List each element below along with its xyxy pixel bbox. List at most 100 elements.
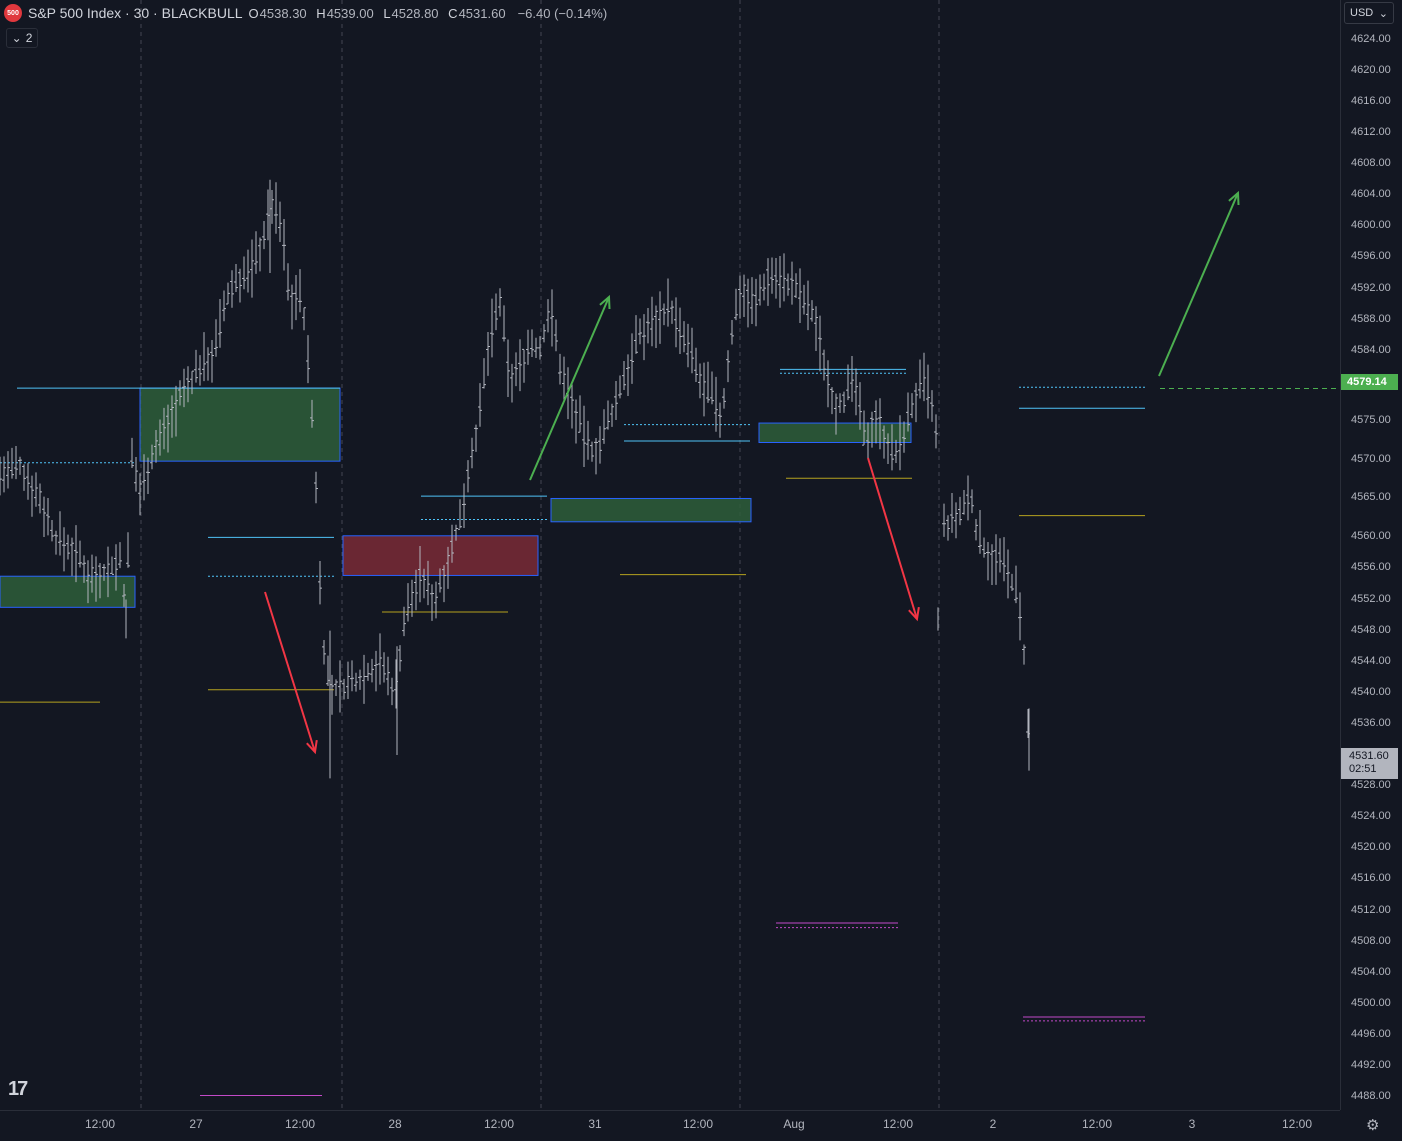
ohlc-bar	[174, 385, 178, 437]
ohlc-bar	[398, 645, 402, 672]
ohlc-bar	[46, 497, 50, 536]
ohlc-bar	[370, 658, 374, 683]
chart-plot-area[interactable]	[0, 0, 1340, 1110]
ohlc-bar	[882, 425, 886, 459]
ohlc-bar	[306, 335, 310, 384]
ohlc-bar	[806, 280, 810, 331]
ohlc-bar	[902, 421, 906, 453]
ohlc-bar	[298, 269, 302, 313]
ohlc-bar	[334, 679, 338, 697]
ohlc-bar	[426, 560, 430, 606]
ohlc-bar	[350, 660, 354, 692]
ohlc-bar	[18, 456, 22, 475]
ohlc-bar	[994, 534, 998, 585]
ohlc-bar	[658, 291, 662, 344]
down-arrow-head	[306, 739, 318, 755]
ohlc-bar	[746, 278, 750, 328]
ohlc-bar	[1010, 573, 1014, 591]
ohlc-bar	[1022, 644, 1026, 665]
price-tick: 4552.00	[1351, 592, 1391, 605]
demand-zone	[550, 497, 752, 523]
ohlc-bar	[518, 339, 522, 392]
ohlc-bar	[554, 319, 558, 352]
time-tick: 12:00	[682, 1117, 714, 1131]
up-arrow	[529, 296, 610, 481]
ohlc-bar	[1014, 565, 1018, 604]
price-tick: 4560.00	[1351, 530, 1391, 543]
symbol-badge[interactable]: 500	[4, 4, 22, 22]
ohlc-bar	[762, 273, 766, 301]
ohlc-bar	[198, 355, 202, 386]
ohlc-bar	[898, 415, 902, 471]
ohlc-bar	[378, 633, 382, 685]
price-tick: 4500.00	[1351, 996, 1391, 1009]
ohlc-bar	[154, 430, 158, 463]
ohlc-bar	[414, 569, 418, 611]
ohlc-bar	[586, 420, 590, 460]
currency-select[interactable]: USD ⌄	[1344, 2, 1394, 24]
price-tick: 4496.00	[1351, 1027, 1391, 1040]
ohlc-bar	[878, 398, 882, 450]
ohlc-bar	[0, 456, 2, 496]
ohlc-bar	[522, 348, 526, 383]
ohlc-bar	[166, 404, 170, 453]
price-tick: 4592.00	[1351, 281, 1391, 294]
ohlc-bar	[810, 300, 814, 322]
ohlc-bar	[206, 347, 210, 381]
ohlc-bar	[498, 288, 502, 317]
gear-icon[interactable]: ⚙	[1366, 1117, 1380, 1134]
ohlc-bar	[226, 282, 230, 305]
ohlc-bar	[106, 546, 110, 598]
ohlc-bar	[966, 475, 970, 521]
ohlc-bar	[386, 656, 390, 696]
ohlc-bar	[314, 471, 318, 504]
price-tick: 4612.00	[1351, 126, 1391, 139]
ohlc-bar	[434, 581, 438, 619]
ohlc-bar	[650, 296, 654, 347]
ohlc-bar	[454, 524, 458, 541]
tradingview-logo[interactable]: 17	[8, 1078, 28, 1100]
ohlc-bar	[838, 393, 842, 414]
ohlc-bar	[834, 393, 838, 435]
ohlc-bar	[374, 650, 378, 692]
ohlc-bar	[402, 606, 406, 637]
ohlc-bar	[758, 274, 762, 306]
ohlc-bar	[390, 677, 394, 706]
ohlc-bar	[598, 426, 602, 464]
ohlc-bar	[294, 275, 298, 321]
ohlc-bar	[114, 544, 118, 591]
target-price-label: 4579.14	[1341, 374, 1398, 390]
ohlc-bar	[222, 290, 226, 322]
price-tick: 4520.00	[1351, 841, 1391, 854]
ohlc-bar	[462, 483, 466, 528]
bar-countdown: 02:51	[1349, 763, 1377, 775]
down-arrow-head	[908, 606, 920, 622]
ohlc-bar	[318, 560, 322, 605]
time-tick: Aug	[783, 1117, 805, 1131]
time-tick: 31	[588, 1117, 602, 1131]
ohlc-bar	[98, 562, 102, 599]
ohlc-bar	[66, 534, 70, 560]
ohlc-bar	[998, 538, 1002, 573]
ohlc-bar	[590, 441, 594, 462]
symbol-title[interactable]: S&P 500 Index · 30 · BLACKBULL	[28, 5, 243, 21]
ohlc-bar	[726, 350, 730, 383]
ohlc-bar	[662, 303, 666, 326]
ohlc-bar	[22, 464, 26, 491]
ohlc-bar	[262, 221, 266, 250]
price-axis[interactable]: 4624.00 4620.00 4616.00 4612.00 4608.00 4604.…	[1340, 0, 1402, 1110]
ohlc-bar	[362, 654, 366, 704]
ohlc-bar	[14, 445, 18, 480]
ohlc-bar	[638, 318, 642, 345]
ohlc-bar	[754, 278, 758, 327]
price-tick: 4540.00	[1351, 685, 1391, 698]
price-tick: 4544.00	[1351, 654, 1391, 667]
time-axis[interactable]: 12:00 27 12:00 28 12:00 31 12:00 Aug 12:00 2 12:00…	[0, 1110, 1340, 1141]
ohlc-bar	[822, 349, 826, 381]
time-tick: 12:00	[1281, 1117, 1313, 1131]
ohlc-bar	[250, 239, 254, 298]
ohlc-bar	[514, 352, 518, 387]
indicators-collapse-button[interactable]: ⌄ 2	[6, 28, 38, 48]
ohlc-bar	[622, 360, 626, 391]
price-tick: 4596.00	[1351, 250, 1391, 263]
